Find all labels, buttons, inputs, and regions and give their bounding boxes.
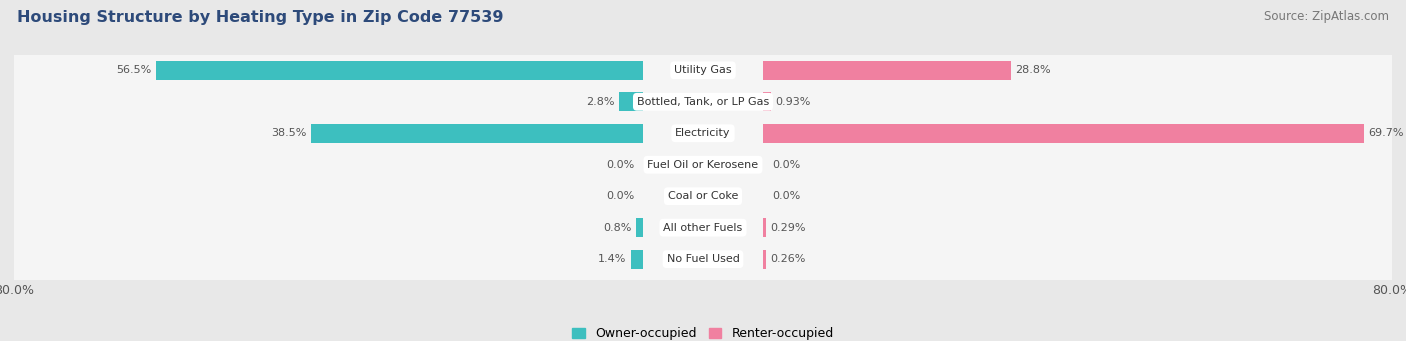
- Bar: [763, 92, 772, 111]
- Text: Utility Gas: Utility Gas: [675, 65, 731, 75]
- Text: Electricity: Electricity: [675, 128, 731, 138]
- FancyBboxPatch shape: [11, 78, 1395, 125]
- Text: Fuel Oil or Kerosene: Fuel Oil or Kerosene: [647, 160, 759, 170]
- FancyBboxPatch shape: [11, 236, 1395, 282]
- Bar: [763, 218, 766, 237]
- FancyBboxPatch shape: [11, 173, 1395, 220]
- Text: Coal or Coke: Coal or Coke: [668, 191, 738, 201]
- Bar: [636, 218, 643, 237]
- FancyBboxPatch shape: [11, 204, 1395, 251]
- Bar: [763, 61, 1011, 80]
- Bar: [631, 250, 643, 269]
- Legend: Owner-occupied, Renter-occupied: Owner-occupied, Renter-occupied: [568, 322, 838, 341]
- Text: 0.0%: 0.0%: [606, 160, 634, 170]
- Text: Bottled, Tank, or LP Gas: Bottled, Tank, or LP Gas: [637, 97, 769, 107]
- Text: 0.29%: 0.29%: [770, 223, 806, 233]
- Text: 28.8%: 28.8%: [1015, 65, 1052, 75]
- Text: 38.5%: 38.5%: [271, 128, 307, 138]
- Text: No Fuel Used: No Fuel Used: [666, 254, 740, 264]
- Text: 0.0%: 0.0%: [772, 191, 800, 201]
- FancyBboxPatch shape: [11, 110, 1395, 157]
- Text: Housing Structure by Heating Type in Zip Code 77539: Housing Structure by Heating Type in Zip…: [17, 10, 503, 25]
- Text: 56.5%: 56.5%: [117, 65, 152, 75]
- FancyBboxPatch shape: [11, 142, 1395, 188]
- Bar: [311, 124, 643, 143]
- Text: 0.0%: 0.0%: [772, 160, 800, 170]
- Text: 1.4%: 1.4%: [598, 254, 626, 264]
- Text: All other Fuels: All other Fuels: [664, 223, 742, 233]
- Bar: [763, 124, 1364, 143]
- Text: 69.7%: 69.7%: [1368, 128, 1403, 138]
- FancyBboxPatch shape: [11, 47, 1395, 93]
- Bar: [619, 92, 643, 111]
- Text: Source: ZipAtlas.com: Source: ZipAtlas.com: [1264, 10, 1389, 23]
- Bar: [156, 61, 643, 80]
- Bar: [763, 250, 765, 269]
- Text: 0.0%: 0.0%: [606, 191, 634, 201]
- Text: 0.26%: 0.26%: [770, 254, 806, 264]
- Text: 0.8%: 0.8%: [603, 223, 631, 233]
- Text: 2.8%: 2.8%: [586, 97, 614, 107]
- Text: 0.93%: 0.93%: [776, 97, 811, 107]
